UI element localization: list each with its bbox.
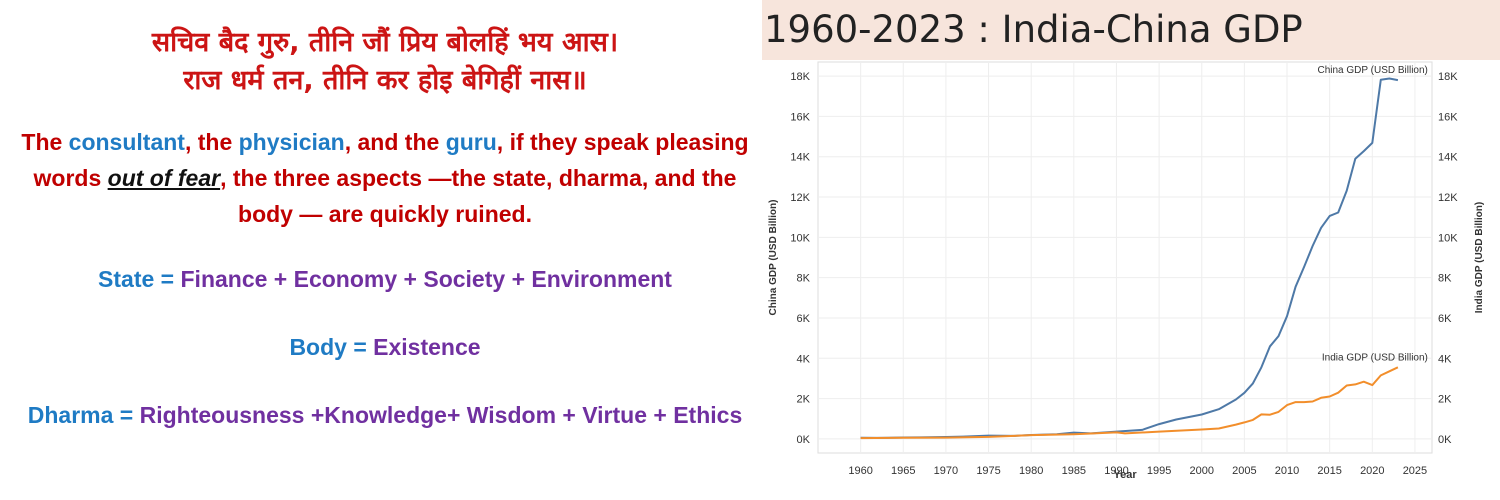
y-tick-label-right: 2K [1438,394,1452,406]
india-series-label: India GDP (USD Billion) [1322,352,1428,363]
translation-part: , the [184,129,239,155]
body-label: Body = [289,334,374,360]
consultant-word: consultant [68,129,185,155]
hindi-verse-line-1: सचिव बैद गुरु, तीनि जौं प्रिय बोलहिं भय … [151,27,619,58]
translation-part: , and the [344,129,446,155]
state-equation: State = Finance + Economy + Society + En… [10,262,760,296]
x-tick-label: 2010 [1275,465,1299,477]
y-tick-label-left: 6K [797,313,811,325]
x-axis-label: Year [1113,469,1137,481]
x-tick-label: 1985 [1062,465,1086,477]
y-tick-label-right: 18K [1438,71,1458,83]
y-tick-label-left: 8K [797,273,811,285]
chart-panel: 1960-2023 : India-China GDP 1960 1965 1970… [762,0,1500,500]
dharma-definition: Righteousness +Knowledge+ Wisdom + Virtu… [139,402,743,428]
state-definition: Finance + Economy + Society + Environmen… [180,266,672,292]
y-tick-label-right: 16K [1438,111,1458,123]
y-tick-label-left: 10K [790,232,810,244]
x-tick-label: 1960 [848,465,872,477]
y-tick-label-right: 8K [1438,273,1452,285]
plot-area [817,61,1433,454]
china-series-label: China GDP (USD Billion) [1317,65,1427,76]
x-tick-label: 2015 [1317,465,1341,477]
x-tick-label: 2020 [1360,465,1384,477]
y-tick-label-right: 6K [1438,313,1452,325]
chart-title: 1960-2023 : India-China GDP [764,8,1303,51]
x-tick-label: 1990 [1104,465,1128,477]
state-label: State = [98,266,181,292]
chart-title-band [762,0,1500,60]
x-tick-label: 2000 [1190,465,1214,477]
dharma-label: Dharma = [27,402,140,428]
hindi-verse-line-2: राज धर्म तन, तीनि कर होइ बेगिहीं नास॥ [183,65,587,96]
quote-panel: सचिव बैद गुरु, तीनि जौं प्रिय बोलहिं भय … [10,27,760,432]
body-equation: Body = Existence [10,330,760,364]
y-tick-label-right: 10K [1438,232,1458,244]
x-tick-label: 1980 [1019,465,1043,477]
china-gdp-line [860,77,1399,439]
body-definition: Existence [373,334,481,360]
x-tick-label: 2005 [1232,465,1256,477]
out-of-fear-phrase: out of fear [107,165,221,191]
y-tick-label-left: 18K [790,71,810,83]
dharma-equation: Dharma = Righteousness +Knowledge+ Wisdo… [10,398,760,432]
x-tick-label: 1965 [891,465,915,477]
physician-word: physician [238,129,345,155]
y-tick-label-left: 2K [797,394,811,406]
y-tick-label-left: 4K [797,353,811,365]
x-tick-label: 2025 [1403,465,1427,477]
gdp-line-chart: 1960 1965 1970 1975 1980 1985 1990 1995 2000 2005… [768,61,1485,481]
y-tick-label-left: 0K [797,434,811,446]
y-tick-label-right: 0K [1438,434,1452,446]
y-tick-label-left: 14K [790,152,810,164]
left-y-axis-label: China GDP (USD Billion) [768,200,779,316]
x-tick-label: 1970 [934,465,958,477]
y-tick-label-left: 12K [790,192,810,204]
y-tick-label-right: 12K [1438,192,1458,204]
x-tick-label: 1995 [1147,465,1171,477]
translation-part: The [21,129,69,155]
translation-part: , if they speak pleasing words [33,129,749,191]
guru-word: guru [445,129,497,155]
translation-part: , the three aspects —the state, dharma, … [220,165,737,227]
english-translation: The consultant, the physician, and the g… [14,124,756,232]
india-gdp-line [860,366,1399,440]
y-tick-label-right: 14K [1438,152,1458,164]
y-tick-label-left: 16K [790,111,810,123]
x-tick-label: 1975 [976,465,1000,477]
y-tick-label-right: 4K [1438,353,1452,365]
right-y-axis-label: India GDP (USD Billion) [1474,202,1485,313]
